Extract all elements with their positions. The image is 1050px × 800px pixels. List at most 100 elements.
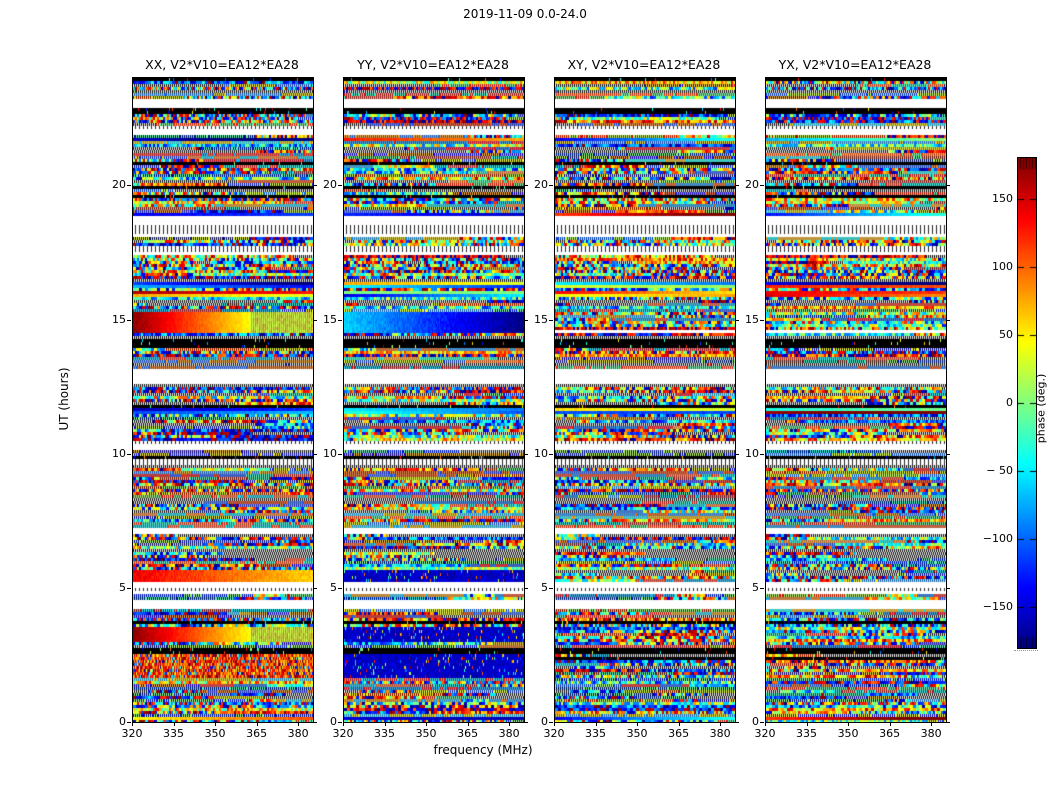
y-tick-label: 0 [752, 715, 759, 728]
y-tick-label: 0 [541, 715, 548, 728]
y-tick-label: 0 [330, 715, 337, 728]
colorbar-label: phase (deg.) [1034, 373, 1048, 444]
x-tick-label: 350 [837, 727, 859, 740]
x-tick-label: 350 [415, 727, 437, 740]
y-tick-label: 20 [323, 178, 337, 192]
heatmap-panel-xy [554, 77, 736, 723]
y-tick-mark [760, 185, 764, 187]
y-tick-label: 20 [745, 178, 759, 192]
y-tick-mark [549, 722, 553, 723]
x-tick-mark [720, 723, 722, 726]
y-tick-mark [735, 722, 739, 723]
colorbar-tick-label: − 50 [986, 464, 1013, 478]
y-tick-mark [313, 453, 317, 455]
y-tick-mark [524, 722, 528, 723]
y-tick-mark [760, 722, 764, 723]
y-axis-label: UT (hours) [57, 367, 71, 431]
x-tick-label: 380 [287, 727, 309, 740]
x-tick-mark [426, 723, 428, 726]
x-tick-label: 350 [204, 727, 226, 740]
panel-title-xx: XX, V2*V10=EA12*EA28 [145, 57, 299, 72]
y-tick-mark [549, 587, 553, 589]
y-tick-label: 5 [541, 580, 548, 594]
y-tick-mark [549, 319, 553, 321]
y-tick-label: 10 [745, 446, 759, 460]
x-tick-label: 365 [246, 727, 268, 740]
x-tick-label: 365 [668, 727, 690, 740]
y-tick-label: 15 [534, 312, 548, 326]
y-tick-mark [760, 319, 764, 321]
x-tick-label: 380 [709, 727, 731, 740]
x-tick-mark [765, 723, 766, 726]
heatmap-panel-yy [343, 77, 525, 723]
y-tick-label: 15 [112, 312, 126, 326]
y-tick-mark [313, 319, 317, 321]
heatmap-canvas-xy [555, 78, 735, 722]
colorbar-tick-label: −150 [982, 600, 1013, 614]
x-tick-mark [595, 723, 597, 726]
x-tick-mark [806, 723, 808, 726]
y-tick-mark [549, 453, 553, 455]
y-tick-mark [127, 722, 131, 723]
y-tick-label: 5 [330, 580, 337, 594]
y-tick-mark [338, 453, 342, 455]
panel-title-xy: XY, V2*V10=EA12*EA28 [567, 57, 721, 72]
y-tick-mark [127, 185, 131, 187]
x-tick-label: 380 [920, 727, 942, 740]
y-tick-mark [524, 587, 528, 589]
x-tick-mark [467, 723, 469, 726]
y-tick-mark [735, 185, 739, 187]
y-tick-label: 10 [112, 446, 126, 460]
x-tick-label: 335 [374, 727, 396, 740]
panel-title-yx: YX, V2*V10=EA12*EA28 [778, 57, 932, 72]
panel-title-yy: YY, V2*V10=EA12*EA28 [357, 57, 509, 72]
y-tick-mark [760, 587, 764, 589]
x-tick-mark [215, 723, 217, 726]
colorbar-tick-label: 50 [999, 327, 1013, 341]
y-tick-mark [524, 185, 528, 187]
figure-title: 2019-11-09 0.0-24.0 [463, 7, 587, 21]
x-tick-label: 320 [543, 727, 565, 740]
heatmap-panel-yx [765, 77, 947, 723]
x-tick-mark [384, 723, 386, 726]
x-tick-mark [298, 723, 300, 726]
y-tick-label: 15 [745, 312, 759, 326]
heatmap-canvas-yy [344, 78, 524, 722]
y-tick-mark [735, 319, 739, 321]
y-tick-label: 20 [112, 178, 126, 192]
heatmap-canvas-yx [766, 78, 946, 722]
x-tick-label: 335 [163, 727, 185, 740]
y-tick-mark [760, 453, 764, 455]
y-tick-label: 5 [752, 580, 759, 594]
y-tick-mark [338, 185, 342, 187]
y-tick-mark [127, 587, 131, 589]
y-tick-mark [946, 453, 950, 455]
y-tick-mark [946, 319, 950, 321]
x-tick-label: 320 [121, 727, 143, 740]
x-tick-label: 380 [498, 727, 520, 740]
x-tick-mark [256, 723, 258, 726]
x-tick-mark [678, 723, 680, 726]
x-tick-label: 335 [796, 727, 818, 740]
x-tick-label: 335 [585, 727, 607, 740]
y-tick-label: 10 [534, 446, 548, 460]
x-tick-mark [848, 723, 850, 726]
y-tick-mark [946, 722, 950, 723]
y-tick-label: 0 [119, 715, 126, 728]
y-tick-label: 15 [323, 312, 337, 326]
y-tick-mark [946, 587, 950, 589]
y-tick-mark [127, 319, 131, 321]
x-tick-label: 320 [754, 727, 776, 740]
y-tick-mark [524, 319, 528, 321]
colorbar-underline-dots [1014, 650, 1038, 651]
x-tick-label: 350 [626, 727, 648, 740]
x-axis-label: frequency (MHz) [433, 743, 533, 757]
heatmap-canvas-xx [133, 78, 313, 722]
y-tick-label: 20 [534, 178, 548, 192]
x-tick-mark [343, 723, 344, 726]
x-tick-mark [637, 723, 639, 726]
colorbar-tick-label: 150 [992, 191, 1013, 205]
y-tick-mark [946, 185, 950, 187]
x-tick-mark [889, 723, 891, 726]
